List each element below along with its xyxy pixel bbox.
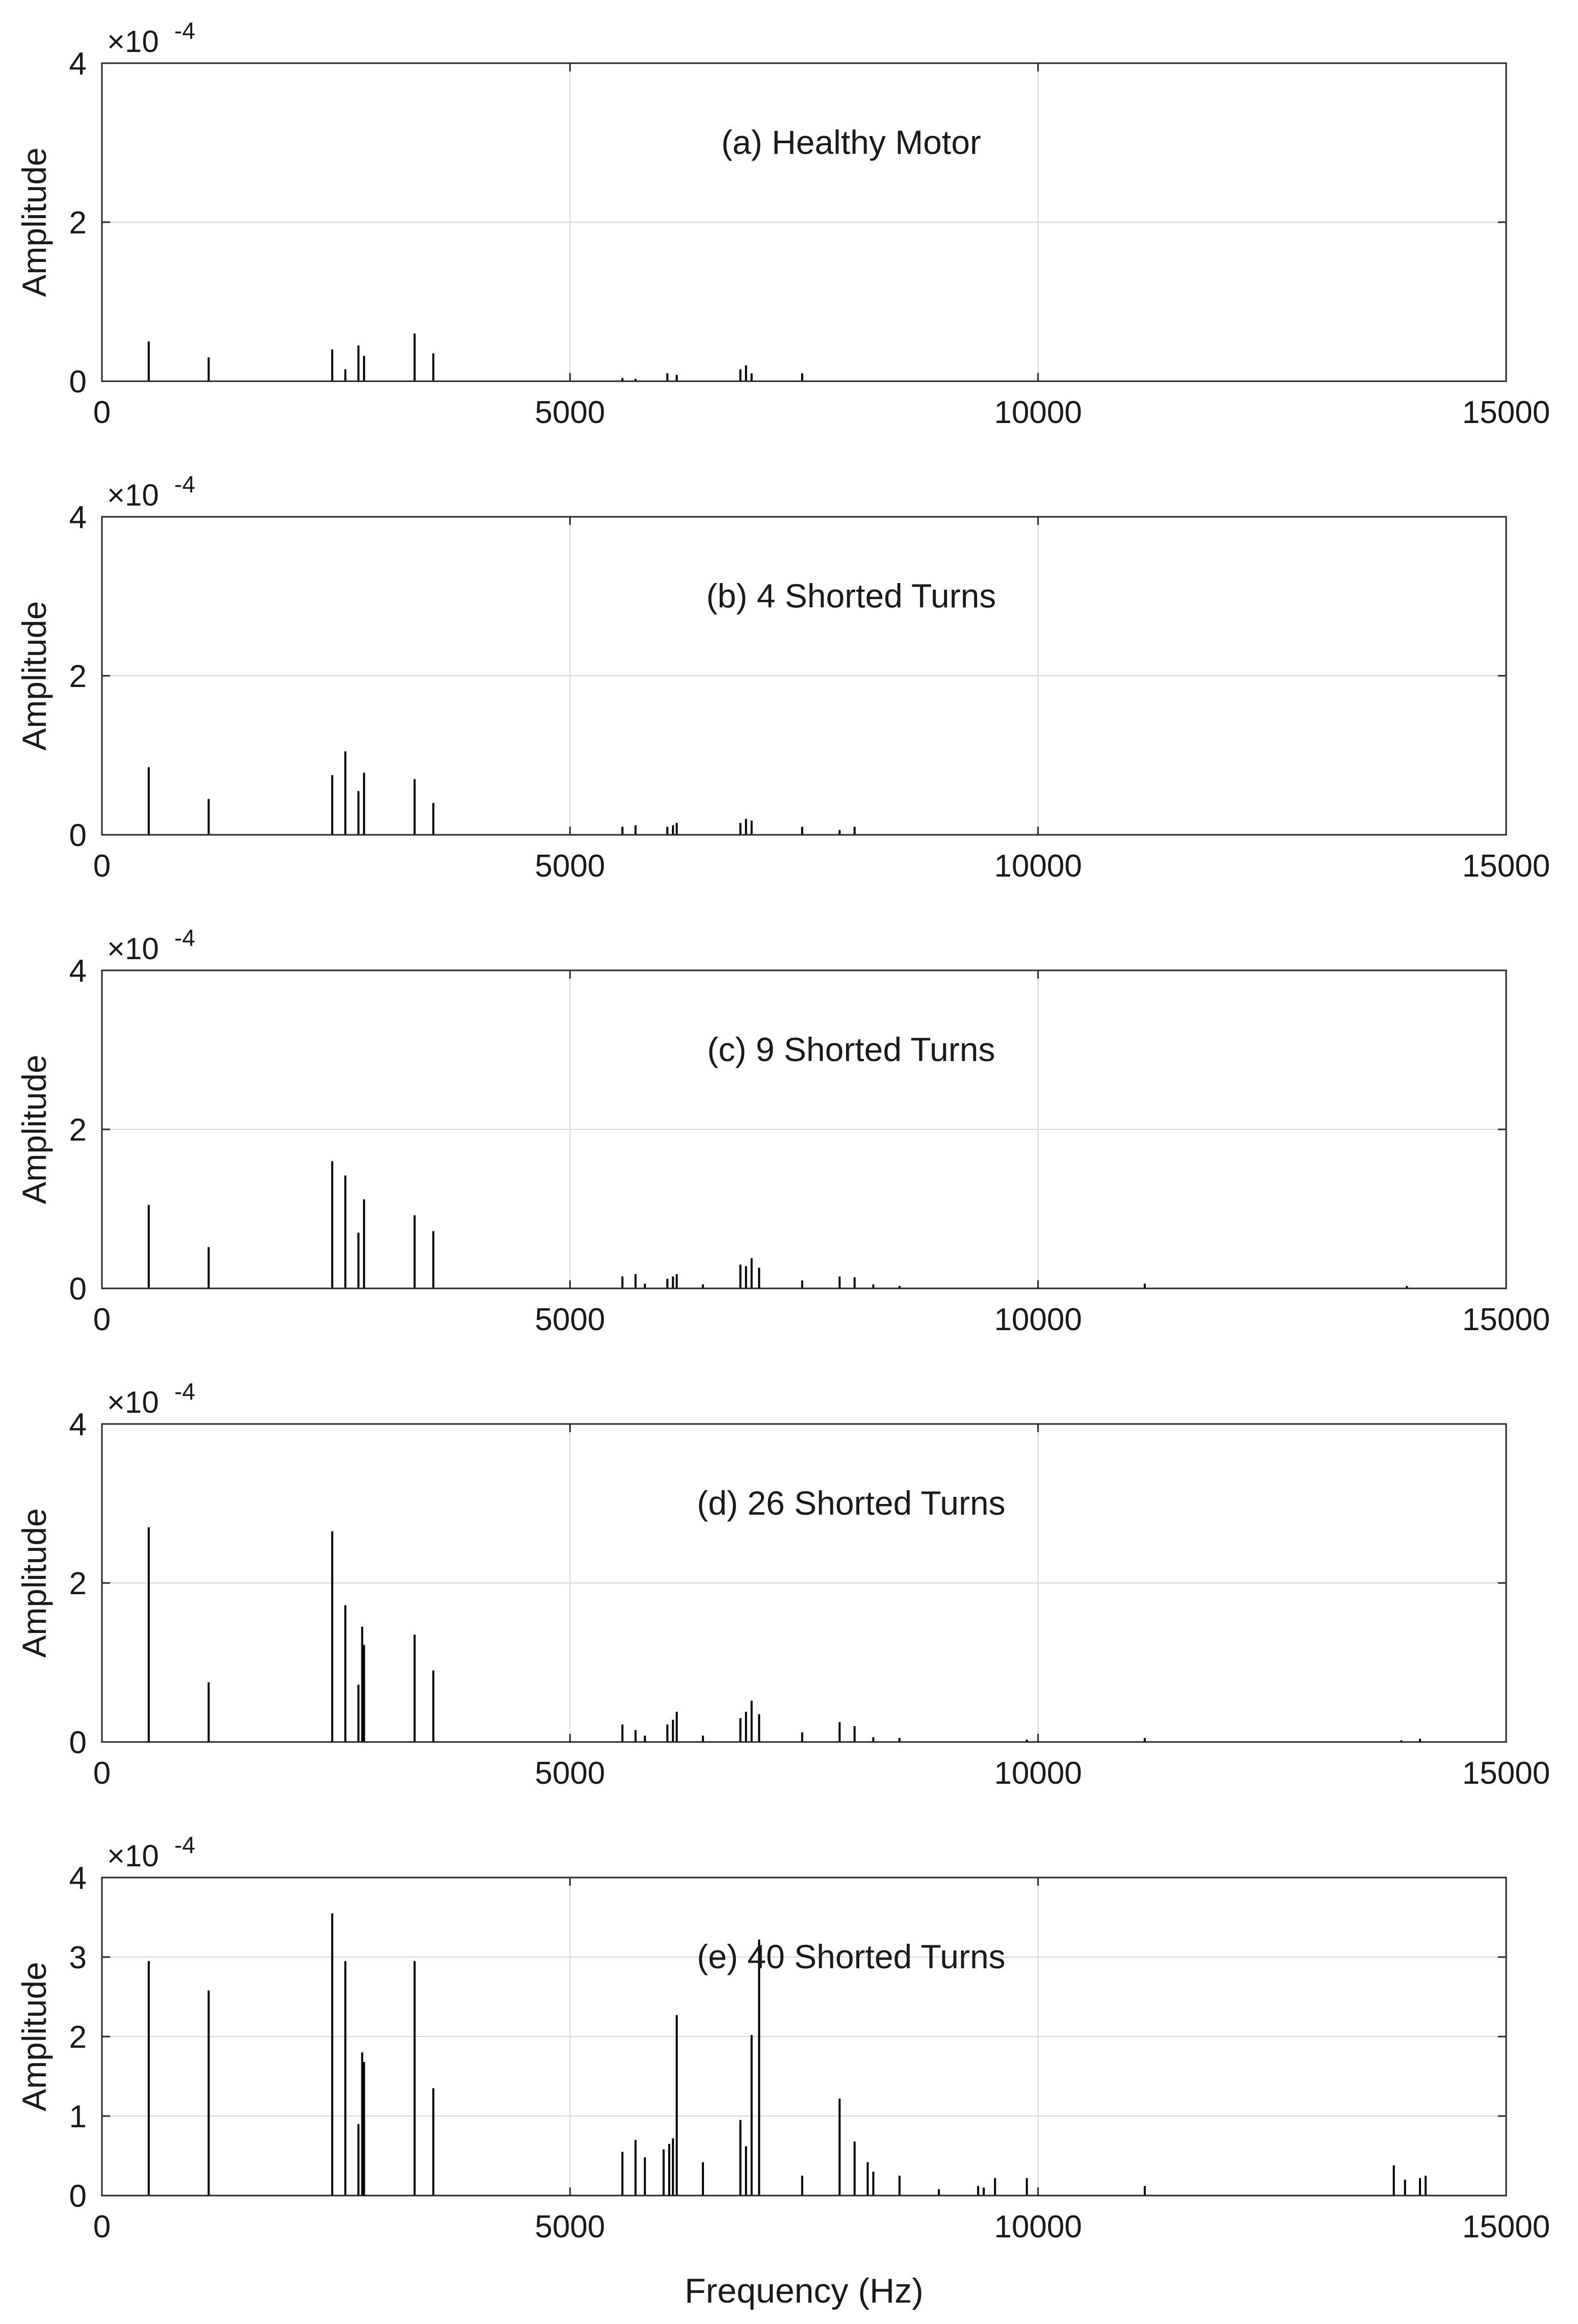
y-tick-label: 2 <box>69 1566 87 1601</box>
y-tick-label: 4 <box>69 1861 87 1896</box>
y-tick-label: 4 <box>69 1407 87 1442</box>
x-tick-label: 10000 <box>994 395 1082 430</box>
x-tick-label: 5000 <box>535 1302 605 1337</box>
subplot-annotation: (a) Healthy Motor <box>721 123 981 161</box>
y-tick-label: 4 <box>69 46 87 82</box>
axis-multiplier-exponent: -4 <box>174 17 195 44</box>
subplot-a: 0 5000 10000 15000 0 2 4 ×10 -4 Amplitude (a) Heal… <box>15 17 1550 430</box>
x-tick-label: 0 <box>93 2209 111 2244</box>
x-tick-label: 10000 <box>994 849 1082 884</box>
x-tick-label: 0 <box>93 1302 111 1337</box>
axis-multiplier: ×10 <box>107 1385 159 1419</box>
x-tick-label: 10000 <box>994 1302 1082 1337</box>
y-tick-label: 3 <box>69 1940 87 1975</box>
y-axis-label: Amplitude <box>15 1508 53 1658</box>
subplot-annotation: (d) 26 Shorted Turns <box>697 1484 1005 1522</box>
axis-multiplier-exponent: -4 <box>174 471 195 497</box>
axis-multiplier: ×10 <box>107 478 159 512</box>
x-tick-label: 10000 <box>994 1756 1082 1791</box>
y-tick-label: 2 <box>69 2020 87 2055</box>
x-tick-label: 5000 <box>535 2209 605 2244</box>
subplot-annotation: (b) 4 Shorted Turns <box>706 577 996 615</box>
y-tick-label: 2 <box>69 205 87 241</box>
x-tick-label: 10000 <box>994 2209 1082 2244</box>
y-tick-label: 4 <box>69 500 87 535</box>
axis-multiplier: ×10 <box>107 1839 159 1873</box>
x-tick-label: 15000 <box>1462 2209 1550 2244</box>
subplot-c: 0 5000 10000 15000 0 2 4 ×10 -4 Amplitude (c) 9 Sh… <box>15 925 1550 1337</box>
axis-multiplier: ×10 <box>107 24 159 59</box>
y-tick-label: 0 <box>69 364 87 400</box>
x-tick-label: 5000 <box>535 849 605 884</box>
x-axis-label: Frequency (Hz) <box>685 2272 924 2310</box>
axis-multiplier-exponent: -4 <box>174 1832 195 1858</box>
axis-multiplier-exponent: -4 <box>174 925 195 951</box>
x-tick-label: 5000 <box>535 1756 605 1791</box>
x-tick-label: 15000 <box>1462 849 1550 884</box>
subplot-annotation: (c) 9 Shorted Turns <box>707 1031 995 1068</box>
y-tick-label: 0 <box>69 1725 87 1760</box>
y-tick-label: 4 <box>69 954 87 989</box>
axis-multiplier: ×10 <box>107 932 159 966</box>
y-tick-label: 1 <box>69 2099 87 2134</box>
y-axis-label: Amplitude <box>15 1054 53 1204</box>
x-tick-label: 5000 <box>535 395 605 430</box>
y-axis-label: Amplitude <box>15 601 53 751</box>
y-axis-label: Amplitude <box>15 1962 53 2111</box>
y-tick-label: 0 <box>69 2179 87 2214</box>
x-tick-label: 0 <box>93 849 111 884</box>
y-tick-label: 2 <box>69 659 87 694</box>
y-tick-label: 0 <box>69 1272 87 1307</box>
axis-multiplier-exponent: -4 <box>174 1378 195 1405</box>
y-tick-label: 2 <box>69 1113 87 1148</box>
x-tick-label: 15000 <box>1462 1756 1550 1791</box>
x-tick-label: 0 <box>93 1756 111 1791</box>
x-tick-label: 15000 <box>1462 1302 1550 1337</box>
subplot-d: 0 5000 10000 15000 0 2 4 ×10 -4 Amplitude (d) 26 S… <box>15 1378 1550 1791</box>
x-tick-label: 0 <box>93 395 111 430</box>
subplot-e: 0 5000 10000 15000 0 1 2 3 4 ×10 -4 Amplitude (e) 40… <box>15 1832 1550 2310</box>
subplot-b: 0 5000 10000 15000 0 2 4 ×10 -4 Amplitude (b) 4 Sh… <box>15 471 1550 884</box>
y-axis-label: Amplitude <box>15 147 53 297</box>
y-tick-label: 0 <box>69 818 87 853</box>
x-tick-label: 15000 <box>1462 395 1550 430</box>
subplot-annotation: (e) 40 Shorted Turns <box>697 1938 1005 1975</box>
